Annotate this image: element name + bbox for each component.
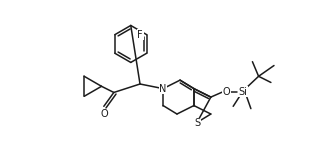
Text: S: S xyxy=(194,118,200,128)
Text: O: O xyxy=(223,87,230,97)
Text: Si: Si xyxy=(239,87,248,97)
Text: O: O xyxy=(100,109,108,119)
Text: S: S xyxy=(194,118,200,128)
Text: O: O xyxy=(223,87,230,97)
Text: N: N xyxy=(159,84,167,94)
Text: O: O xyxy=(100,109,108,119)
Text: F: F xyxy=(137,30,143,40)
Text: F: F xyxy=(137,30,143,40)
Text: Si: Si xyxy=(239,87,248,97)
